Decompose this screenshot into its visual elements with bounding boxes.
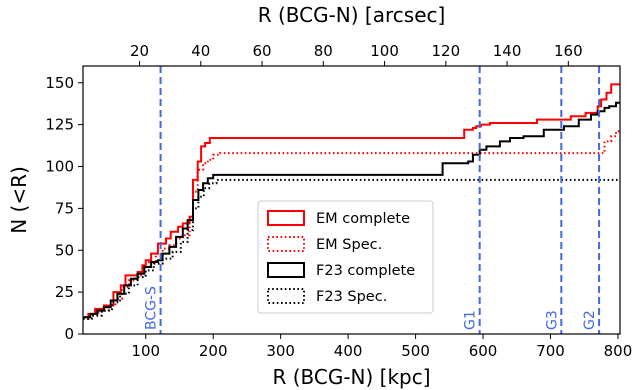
- y-tick-label: 125: [45, 116, 74, 134]
- legend-label-f23-complete: F23 complete: [316, 263, 415, 279]
- x-tick-label-top: 20: [130, 42, 149, 60]
- x-tick-label-top: 160: [554, 42, 583, 60]
- axis-ticks: 100 200 300 400 500 600 700 800 0 25 50 75 100 125 150…: [45, 42, 632, 360]
- legend-swatch-f23-spec: [267, 288, 305, 304]
- plot-frame: [82, 65, 621, 335]
- x-tick-label-bottom: 100: [131, 342, 160, 360]
- legend-swatch-em-spec: [267, 236, 305, 252]
- vline-label-g1: G1: [463, 310, 479, 330]
- series-line-em-complete: [83, 83, 620, 319]
- legend-box: [257, 200, 434, 314]
- y-tick-label: 100: [45, 158, 74, 176]
- series-line-f23-complete: [83, 101, 620, 319]
- legend-label-f23-spec: F23 Spec.: [316, 289, 387, 305]
- legend: EM complete EM Spec. F23 complete F23 Spec.: [257, 200, 434, 314]
- series-line-f23-spec: [83, 178, 620, 320]
- y-axis-title: N (<R): [7, 166, 31, 234]
- x-axis-title-top: R (BCG-N) [arcsec]: [258, 3, 446, 27]
- legend-swatch-em-complete: [267, 210, 305, 226]
- x-tick-label-top: 140: [493, 42, 522, 60]
- y-tick-label: 0: [64, 325, 74, 343]
- legend-swatch-f23-complete: [267, 262, 305, 278]
- x-tick-label-bottom: 300: [266, 342, 295, 360]
- vline-label-g2: G2: [582, 310, 598, 330]
- x-tick-label-bottom: 800: [604, 342, 633, 360]
- legend-label-em-spec: EM Spec.: [316, 237, 382, 253]
- x-tick-label-bottom: 200: [199, 342, 228, 360]
- vline-label-bcg-s: BCG-S: [144, 286, 160, 330]
- x-tick-label-top: 100: [370, 42, 399, 60]
- x-tick-label-bottom: 500: [401, 342, 430, 360]
- x-tick-label-top: 120: [431, 42, 460, 60]
- x-tick-label-top: 60: [252, 42, 271, 60]
- legend-label-em-complete: EM complete: [316, 211, 410, 227]
- y-tick-label: 75: [55, 199, 74, 217]
- series-layer: [83, 83, 620, 320]
- y-tick-label: 150: [45, 74, 74, 92]
- y-tick-label: 25: [55, 283, 74, 301]
- x-tick-label-bottom: 400: [334, 342, 363, 360]
- vertical-markers: BCG-S G1 G3 G2: [144, 66, 601, 334]
- x-tick-label-top: 80: [314, 42, 333, 60]
- x-tick-label-bottom: 600: [469, 342, 498, 360]
- x-axis-title-bottom: R (BCG-N) [kpc]: [272, 365, 430, 389]
- x-tick-label-bottom: 700: [536, 342, 565, 360]
- x-tick-label-top: 40: [191, 42, 210, 60]
- vline-label-g3: G3: [544, 310, 560, 330]
- y-tick-label: 50: [55, 241, 74, 259]
